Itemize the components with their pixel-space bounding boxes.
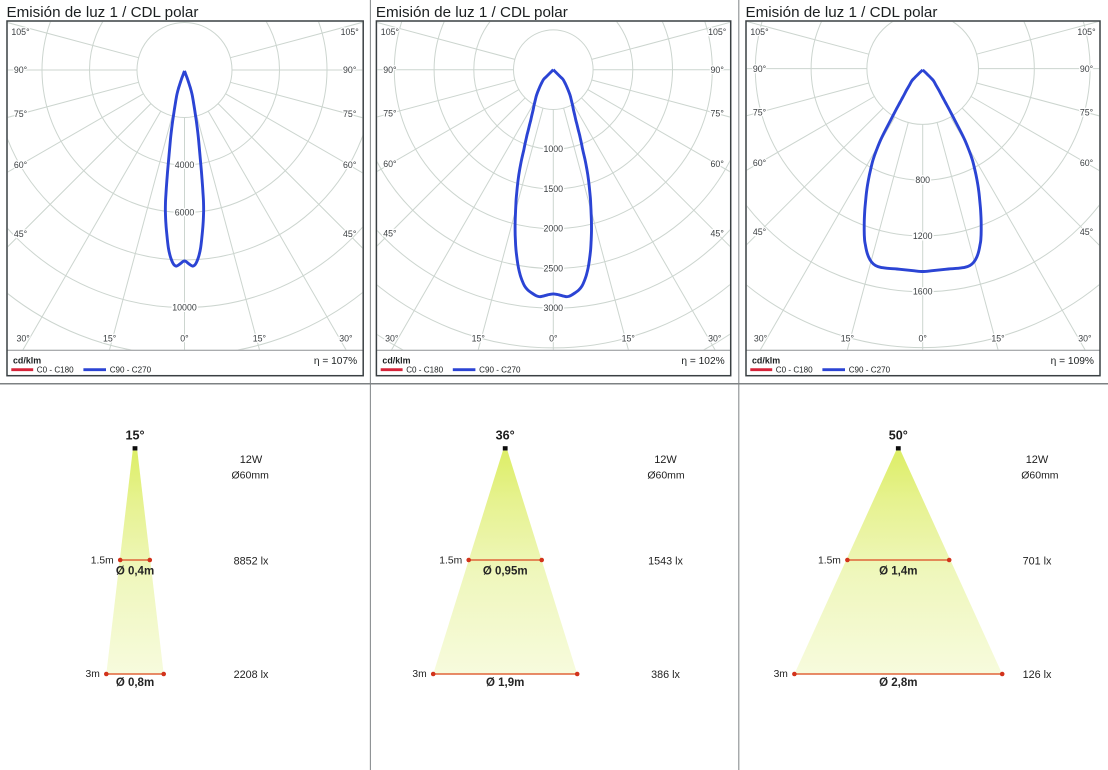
svg-text:C0 - C180: C0 - C180 bbox=[406, 366, 443, 375]
svg-text:Ø 0,8m: Ø 0,8m bbox=[116, 677, 154, 689]
svg-text:30°: 30° bbox=[1078, 334, 1091, 344]
svg-text:36°: 36° bbox=[496, 429, 515, 443]
svg-text:126 lx: 126 lx bbox=[1023, 669, 1052, 681]
svg-text:105°: 105° bbox=[708, 27, 726, 37]
svg-text:6000: 6000 bbox=[175, 207, 195, 217]
svg-text:75°: 75° bbox=[1080, 108, 1093, 118]
svg-text:60°: 60° bbox=[14, 160, 27, 170]
svg-text:cd/klm: cd/klm bbox=[752, 356, 780, 366]
svg-text:C90 - C270: C90 - C270 bbox=[479, 366, 521, 375]
svg-text:C0 - C180: C0 - C180 bbox=[776, 366, 813, 375]
svg-text:60°: 60° bbox=[1080, 158, 1093, 168]
svg-text:15°: 15° bbox=[622, 334, 635, 344]
svg-text:η = 109%: η = 109% bbox=[1051, 356, 1094, 367]
svg-text:3000: 3000 bbox=[544, 303, 564, 313]
svg-text:45°: 45° bbox=[711, 228, 724, 238]
svg-text:60°: 60° bbox=[383, 159, 396, 169]
svg-text:90°: 90° bbox=[343, 65, 356, 75]
svg-text:45°: 45° bbox=[343, 229, 356, 239]
svg-text:386 lx: 386 lx bbox=[651, 669, 680, 681]
svg-text:75°: 75° bbox=[711, 109, 724, 119]
svg-text:cd/klm: cd/klm bbox=[382, 356, 410, 366]
svg-text:Ø60mm: Ø60mm bbox=[647, 470, 685, 482]
svg-text:8852 lx: 8852 lx bbox=[234, 555, 269, 567]
svg-text:12W: 12W bbox=[654, 454, 677, 466]
svg-text:3m: 3m bbox=[412, 669, 426, 680]
svg-text:C0 - C180: C0 - C180 bbox=[37, 366, 74, 375]
svg-text:C90 - C270: C90 - C270 bbox=[110, 366, 152, 375]
svg-text:45°: 45° bbox=[14, 229, 27, 239]
svg-text:105°: 105° bbox=[11, 27, 29, 37]
svg-text:1500: 1500 bbox=[544, 184, 564, 194]
svg-text:2500: 2500 bbox=[544, 263, 564, 273]
svg-text:Ø 2,8m: Ø 2,8m bbox=[879, 677, 917, 689]
svg-text:30°: 30° bbox=[16, 334, 29, 344]
svg-text:90°: 90° bbox=[1080, 64, 1093, 74]
svg-text:15°: 15° bbox=[125, 429, 144, 443]
svg-text:10000: 10000 bbox=[172, 302, 197, 312]
svg-text:1.5m: 1.5m bbox=[91, 555, 114, 566]
svg-text:1.5m: 1.5m bbox=[439, 555, 462, 566]
svg-text:Ø60mm: Ø60mm bbox=[1021, 470, 1059, 482]
svg-text:90°: 90° bbox=[383, 65, 396, 75]
svg-text:1200: 1200 bbox=[913, 231, 933, 241]
svg-text:12W: 12W bbox=[240, 454, 263, 466]
svg-text:3m: 3m bbox=[774, 669, 788, 680]
svg-text:1543 lx: 1543 lx bbox=[648, 555, 683, 567]
svg-text:15°: 15° bbox=[841, 334, 854, 344]
svg-text:Emisión de luz 1 / CDL polar: Emisión de luz 1 / CDL polar bbox=[7, 4, 199, 21]
svg-text:75°: 75° bbox=[343, 109, 356, 119]
svg-text:75°: 75° bbox=[14, 109, 27, 119]
svg-text:90°: 90° bbox=[14, 65, 27, 75]
svg-text:Ø 1,4m: Ø 1,4m bbox=[879, 565, 917, 577]
svg-text:3m: 3m bbox=[85, 669, 99, 680]
svg-text:Emisión de luz 1 / CDL polar: Emisión de luz 1 / CDL polar bbox=[746, 4, 938, 21]
svg-text:45°: 45° bbox=[1080, 227, 1093, 237]
svg-text:30°: 30° bbox=[385, 334, 398, 344]
svg-text:C90 - C270: C90 - C270 bbox=[849, 366, 891, 375]
svg-text:15°: 15° bbox=[472, 334, 485, 344]
svg-text:45°: 45° bbox=[753, 227, 766, 237]
svg-text:701 lx: 701 lx bbox=[1023, 555, 1052, 567]
svg-text:30°: 30° bbox=[708, 334, 721, 344]
svg-text:60°: 60° bbox=[711, 159, 724, 169]
svg-text:90°: 90° bbox=[711, 65, 724, 75]
svg-text:cd/klm: cd/klm bbox=[13, 356, 41, 366]
svg-text:105°: 105° bbox=[1077, 27, 1095, 37]
svg-text:30°: 30° bbox=[339, 334, 352, 344]
svg-text:η = 102%: η = 102% bbox=[681, 356, 724, 367]
svg-text:105°: 105° bbox=[341, 27, 359, 37]
svg-text:15°: 15° bbox=[103, 334, 116, 344]
svg-text:30°: 30° bbox=[754, 334, 767, 344]
svg-text:4000: 4000 bbox=[175, 160, 195, 170]
svg-text:75°: 75° bbox=[753, 108, 766, 118]
svg-text:η = 107%: η = 107% bbox=[314, 356, 357, 367]
svg-text:105°: 105° bbox=[381, 27, 399, 37]
svg-text:105°: 105° bbox=[750, 27, 768, 37]
svg-text:12W: 12W bbox=[1026, 454, 1049, 466]
svg-text:800: 800 bbox=[915, 175, 930, 185]
svg-text:1.5m: 1.5m bbox=[818, 555, 841, 566]
svg-text:90°: 90° bbox=[753, 64, 766, 74]
svg-text:Ø 1,9m: Ø 1,9m bbox=[486, 677, 524, 689]
svg-text:1000: 1000 bbox=[544, 144, 564, 154]
svg-text:15°: 15° bbox=[253, 334, 266, 344]
svg-text:0°: 0° bbox=[549, 334, 557, 344]
svg-text:15°: 15° bbox=[991, 334, 1004, 344]
svg-text:Ø60mm: Ø60mm bbox=[232, 470, 270, 482]
svg-text:0°: 0° bbox=[180, 334, 188, 344]
svg-text:Emisión de luz 1 / CDL polar: Emisión de luz 1 / CDL polar bbox=[376, 4, 568, 21]
svg-text:2000: 2000 bbox=[544, 224, 564, 234]
svg-text:75°: 75° bbox=[383, 109, 396, 119]
svg-text:Ø 0,4m: Ø 0,4m bbox=[116, 565, 154, 577]
svg-text:60°: 60° bbox=[753, 158, 766, 168]
svg-text:60°: 60° bbox=[343, 160, 356, 170]
svg-text:0°: 0° bbox=[918, 334, 926, 344]
svg-text:2208 lx: 2208 lx bbox=[234, 669, 269, 681]
svg-text:Ø 0,95m: Ø 0,95m bbox=[483, 565, 528, 577]
svg-text:1600: 1600 bbox=[913, 287, 933, 297]
svg-text:45°: 45° bbox=[383, 228, 396, 238]
svg-text:50°: 50° bbox=[889, 429, 908, 443]
